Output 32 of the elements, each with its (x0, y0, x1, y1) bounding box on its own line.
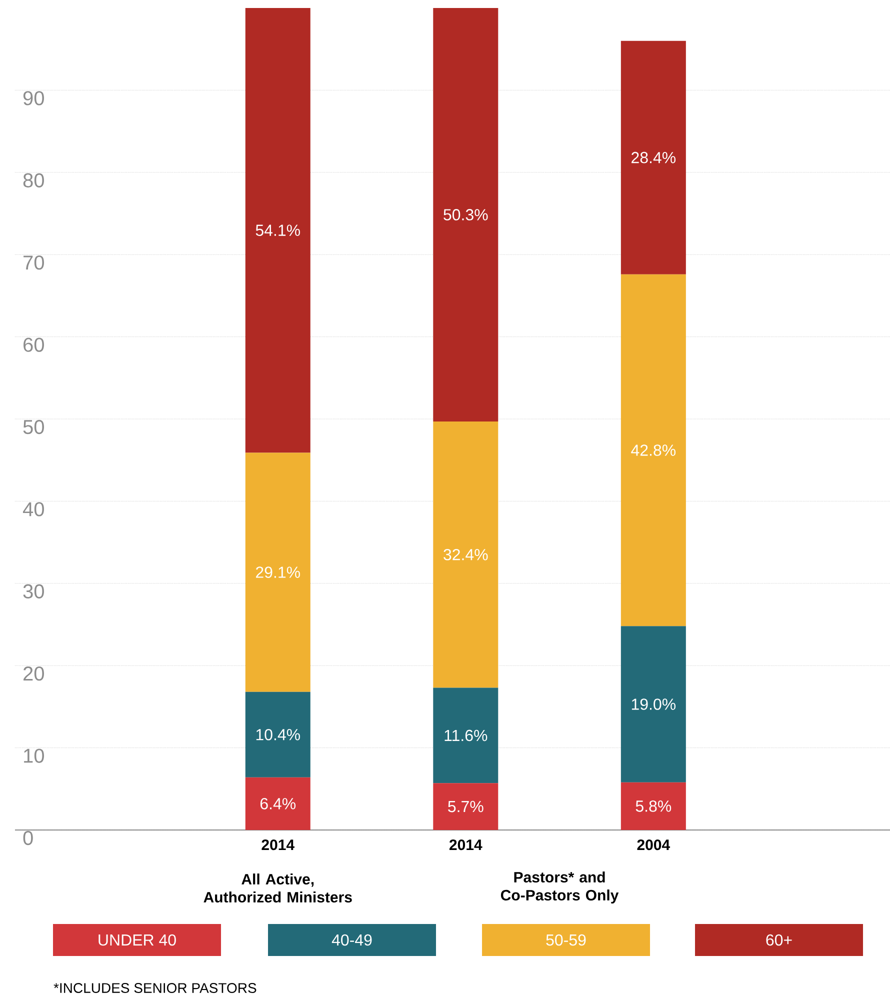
data-label: 54.1% (256, 224, 300, 236)
y-tick-label: 80 (23, 173, 44, 188)
text: 50-59 (546, 934, 586, 946)
x-tick-label: 2014 (262, 840, 294, 850)
x-tick-label: 2004 (637, 840, 670, 850)
data-label: 28.4% (632, 152, 676, 164)
data-label: 5.7% (448, 800, 484, 812)
y-tick-label: 60 (24, 338, 44, 352)
text: 60+ (766, 934, 792, 946)
y-tick-label: 30 (23, 584, 44, 598)
text: *INCLUDES SENIOR PASTORS (54, 983, 256, 993)
x-tick-label: 2014 (449, 840, 482, 850)
data-label: 6.4% (260, 798, 296, 810)
y-tick-label: 90 (23, 91, 44, 106)
text: 40-49 (332, 934, 372, 946)
data-label: 29.1% (256, 566, 300, 578)
text: All Active, Authorized Ministers (204, 874, 352, 903)
text: UNDER 40 (98, 934, 176, 946)
data-label: 19.0% (632, 698, 676, 710)
data-label: 5.8% (636, 800, 672, 812)
data-label: 50.3% (444, 209, 488, 220)
y-tick-label: 70 (24, 256, 44, 270)
y-tick-label: 40 (22, 502, 44, 516)
y-tick-label: 0 (23, 830, 33, 846)
data-label: 11.6% (444, 730, 488, 742)
data-label: 42.8% (631, 444, 676, 456)
data-label: 32.4% (444, 548, 488, 560)
y-tick-label: 10 (24, 748, 44, 763)
y-tick-label: 50 (23, 420, 44, 434)
data-label: 10.4% (256, 728, 300, 740)
y-tick-label: 20 (24, 666, 44, 681)
text: Pastors* and Co-Pastors Only (500, 872, 619, 904)
